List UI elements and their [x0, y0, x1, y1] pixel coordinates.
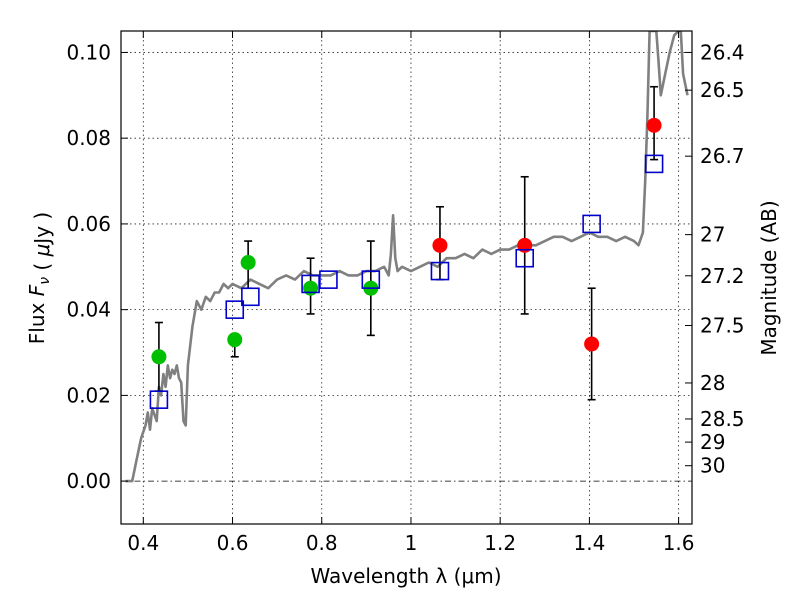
y-tick-label: 0.00	[66, 469, 111, 493]
observed-point	[227, 332, 243, 348]
right-tick-label: 27.5	[700, 314, 745, 338]
right-tick-label: 26.5	[700, 78, 745, 102]
model-point	[241, 287, 260, 307]
observed-point	[517, 237, 533, 253]
right-tick-label: 27	[700, 223, 725, 247]
right-tick-label: 29	[700, 430, 725, 454]
y-tick-label: 0.04	[66, 298, 111, 322]
right-tick-label: 28	[700, 371, 725, 395]
y-axis-ticks: 0.00 0.02 0.04 0.06 0.08 0.10	[66, 40, 128, 493]
y-tick-label: 0.10	[66, 40, 111, 64]
model-point	[149, 390, 169, 409]
model-point	[319, 270, 338, 289]
observed-point	[584, 336, 600, 352]
x-axis-ticks: 0.4 0.6 0.8 1 1.2 1.4 1.6	[127, 31, 695, 555]
x-tick-label: 0.6	[217, 531, 249, 555]
model-point	[361, 270, 381, 289]
y-axis-label: Flux Fν ( μJy )	[25, 212, 54, 344]
error-bars	[154, 85, 659, 401]
model-point	[515, 248, 535, 268]
right-axis-label: Magnitude (AB)	[757, 200, 781, 355]
x-tick-label: 1.6	[663, 531, 695, 555]
x-tick-label: 1.4	[573, 531, 605, 555]
model-point	[430, 261, 450, 281]
observed-point	[151, 349, 167, 365]
grid	[121, 31, 692, 524]
data-markers	[149, 117, 664, 409]
right-tick-label: 27.2	[700, 264, 745, 288]
x-tick-label: 1	[405, 531, 418, 555]
right-tick-label: 26.7	[700, 144, 745, 168]
x-tick-label: 0.8	[306, 531, 338, 555]
model-point	[301, 274, 320, 294]
plot-area	[125, 31, 689, 483]
right-tick-label: 28.5	[700, 407, 745, 431]
x-axis-label: Wavelength λ (μm)	[310, 564, 501, 588]
x-tick-label: 0.4	[127, 531, 159, 555]
model-spectrum-line	[125, 31, 689, 483]
y-tick-label: 0.06	[66, 212, 111, 236]
y-tick-label: 0.02	[66, 383, 111, 407]
observed-point	[646, 117, 662, 133]
right-tick-label: 30	[700, 454, 725, 478]
observed-point	[432, 237, 448, 253]
right-tick-label: 26.4	[700, 40, 745, 64]
model-point	[225, 300, 245, 319]
observed-point	[303, 280, 319, 296]
observed-point	[240, 254, 256, 270]
x-tick-label: 1.2	[484, 531, 516, 555]
model-point	[644, 154, 664, 174]
y-tick-label: 0.08	[66, 126, 111, 150]
plot-frame	[120, 30, 693, 525]
model-point	[582, 214, 601, 234]
